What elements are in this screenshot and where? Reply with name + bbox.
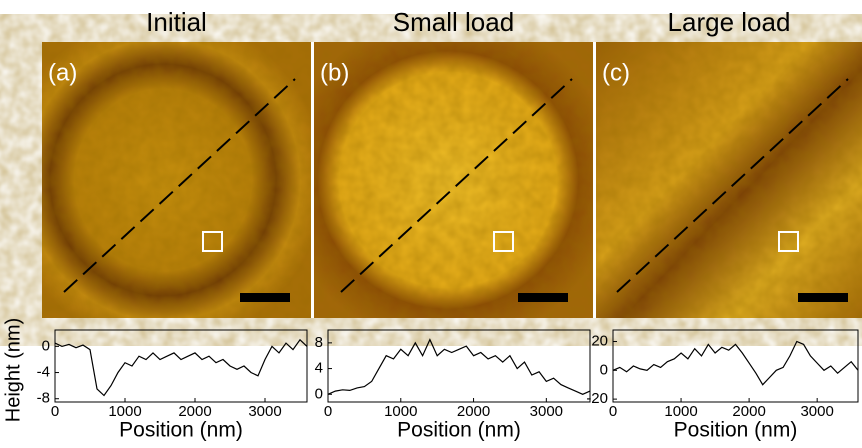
profile-line: [54, 338, 308, 397]
profile-line: [63, 78, 296, 293]
profile-line: [340, 78, 573, 293]
profile-line: [616, 78, 849, 293]
x-tick-label: 0: [324, 403, 332, 420]
x-axis-label: Position (nm): [119, 419, 243, 442]
y-axis-label: Height (nm): [2, 318, 24, 422]
profile-line: [327, 338, 591, 395]
panel-title: Small load: [393, 7, 514, 37]
x-tick-label: 3000: [248, 403, 281, 420]
y-tick-label: -20: [586, 390, 608, 407]
x-axis-label: Position (nm): [674, 419, 798, 442]
x-tick-label: 1000: [108, 403, 141, 420]
panel-title: Large load: [668, 7, 791, 37]
x-tick-label: 1000: [384, 403, 417, 420]
y-tick-label: 0: [42, 337, 50, 354]
profile-line: [612, 340, 859, 386]
x-tick-label: 2000: [457, 403, 490, 420]
scale-bar: [240, 293, 290, 302]
y-tick-label: 0: [315, 385, 323, 402]
y-tick-label: 8: [315, 334, 323, 351]
afm-images: [42, 42, 862, 318]
region-box: [202, 231, 223, 252]
y-tick-label: 20: [591, 332, 608, 349]
scale-bar: [518, 293, 568, 302]
plot-frame: [54, 329, 308, 403]
region-box: [493, 231, 514, 252]
y-tick-label: 4: [315, 360, 323, 377]
x-tick-label: 2000: [732, 403, 765, 420]
x-tick-label: 3000: [530, 403, 563, 420]
panel-label: (c): [602, 59, 630, 86]
region-box: [778, 231, 799, 252]
x-tick-label: 1000: [664, 403, 697, 420]
plot-frame: [612, 329, 859, 403]
plot-frame: [327, 329, 591, 403]
y-tick-label: 0: [600, 361, 608, 378]
afm-texture: [42, 42, 862, 318]
panel-label: (a): [48, 59, 77, 86]
x-tick-label: 0: [51, 403, 59, 420]
separator: [311, 42, 314, 318]
y-tick-label: -4: [37, 364, 50, 381]
x-tick-label: 3000: [800, 403, 833, 420]
separator: [593, 42, 596, 318]
x-axis-label: Position (nm): [397, 419, 521, 442]
panel-label: (b): [320, 59, 349, 86]
x-tick-label: 0: [609, 403, 617, 420]
y-tick-label: -8: [37, 390, 50, 407]
x-tick-label: 2000: [178, 403, 211, 420]
panel-title: Initial: [146, 7, 207, 37]
scale-bar: [798, 293, 848, 302]
